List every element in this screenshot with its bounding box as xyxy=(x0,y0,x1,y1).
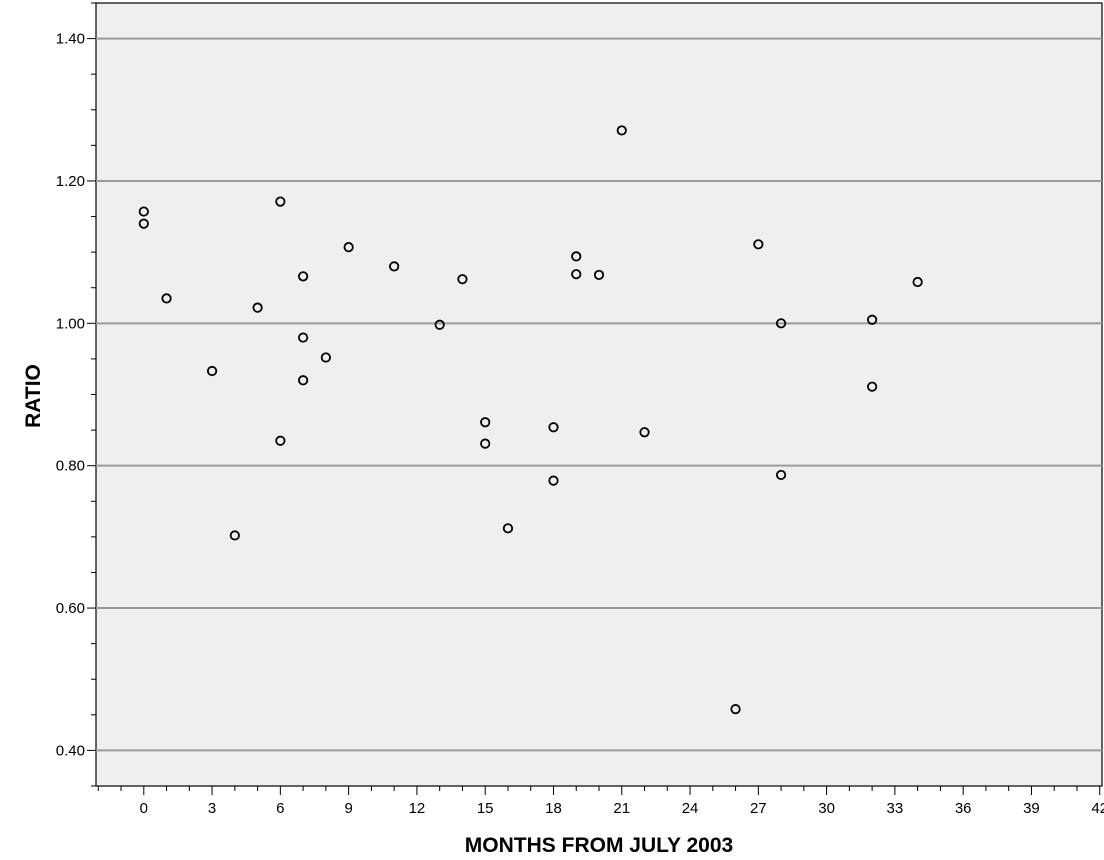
x-tick-label: 30 xyxy=(818,800,835,817)
data-point xyxy=(275,435,286,446)
data-point xyxy=(457,274,468,285)
data-point xyxy=(229,530,240,541)
data-point xyxy=(867,381,878,392)
data-point xyxy=(571,269,582,280)
grid-lines xyxy=(96,37,1102,752)
data-point xyxy=(775,469,787,481)
data-point xyxy=(548,422,559,433)
data-point xyxy=(275,196,286,207)
x-tick-label: 42 xyxy=(1091,800,1104,817)
x-tick-label: 3 xyxy=(208,800,216,817)
y-tick-label: 0.80 xyxy=(56,458,85,475)
data-point xyxy=(730,704,741,715)
x-tick-label: 15 xyxy=(477,800,494,817)
data-point xyxy=(616,125,627,136)
data-point xyxy=(320,352,331,363)
y-tick-label: 0.60 xyxy=(56,600,85,617)
data-point xyxy=(138,218,149,229)
x-tick-label: 0 xyxy=(140,800,148,817)
data-point xyxy=(161,293,172,304)
data-point xyxy=(548,475,559,486)
data-point xyxy=(502,523,514,534)
data-point xyxy=(434,319,445,330)
data-point xyxy=(138,206,149,217)
y-axis: 0.40 0.60 0.80 1.00 1.20 1.40 xyxy=(56,2,96,787)
y-tick-label: 1.40 xyxy=(56,31,85,48)
x-axis: 0 3 6 9 12 15 18 21 24 27 30 33 36 39 42 xyxy=(97,786,1104,817)
x-tick-label: 39 xyxy=(1023,800,1040,817)
data-point xyxy=(912,276,923,288)
data-points xyxy=(138,125,923,715)
data-point xyxy=(298,375,309,386)
y-tick-label: 0.40 xyxy=(56,742,85,759)
x-tick-label: 33 xyxy=(887,800,904,817)
data-point xyxy=(571,251,582,262)
x-tick-label: 27 xyxy=(750,800,767,817)
data-point xyxy=(298,332,309,343)
data-point xyxy=(298,271,309,282)
x-tick-label: 24 xyxy=(682,800,699,817)
data-point xyxy=(867,314,878,325)
data-point xyxy=(343,242,354,253)
y-axis-title: RATIO xyxy=(22,364,45,428)
plot-area xyxy=(95,2,1103,787)
data-point xyxy=(593,269,605,281)
x-tick-label: 21 xyxy=(613,800,630,817)
data-point xyxy=(775,318,787,329)
data-point xyxy=(252,302,263,313)
x-axis-title: MONTHS FROM JULY 2003 xyxy=(465,834,733,857)
data-point xyxy=(480,417,491,428)
y-tick-label: 1.00 xyxy=(56,315,85,332)
data-point xyxy=(389,261,400,272)
data-point xyxy=(753,239,764,250)
data-point xyxy=(639,427,650,438)
x-tick-label: 36 xyxy=(955,800,972,817)
y-tick-label: 1.20 xyxy=(56,173,85,190)
x-tick-label: 18 xyxy=(545,800,562,817)
data-point xyxy=(480,438,491,449)
data-point xyxy=(206,365,218,377)
x-tick-label: 6 xyxy=(276,800,284,817)
x-tick-label: 9 xyxy=(344,800,352,817)
x-tick-label: 12 xyxy=(409,800,426,817)
